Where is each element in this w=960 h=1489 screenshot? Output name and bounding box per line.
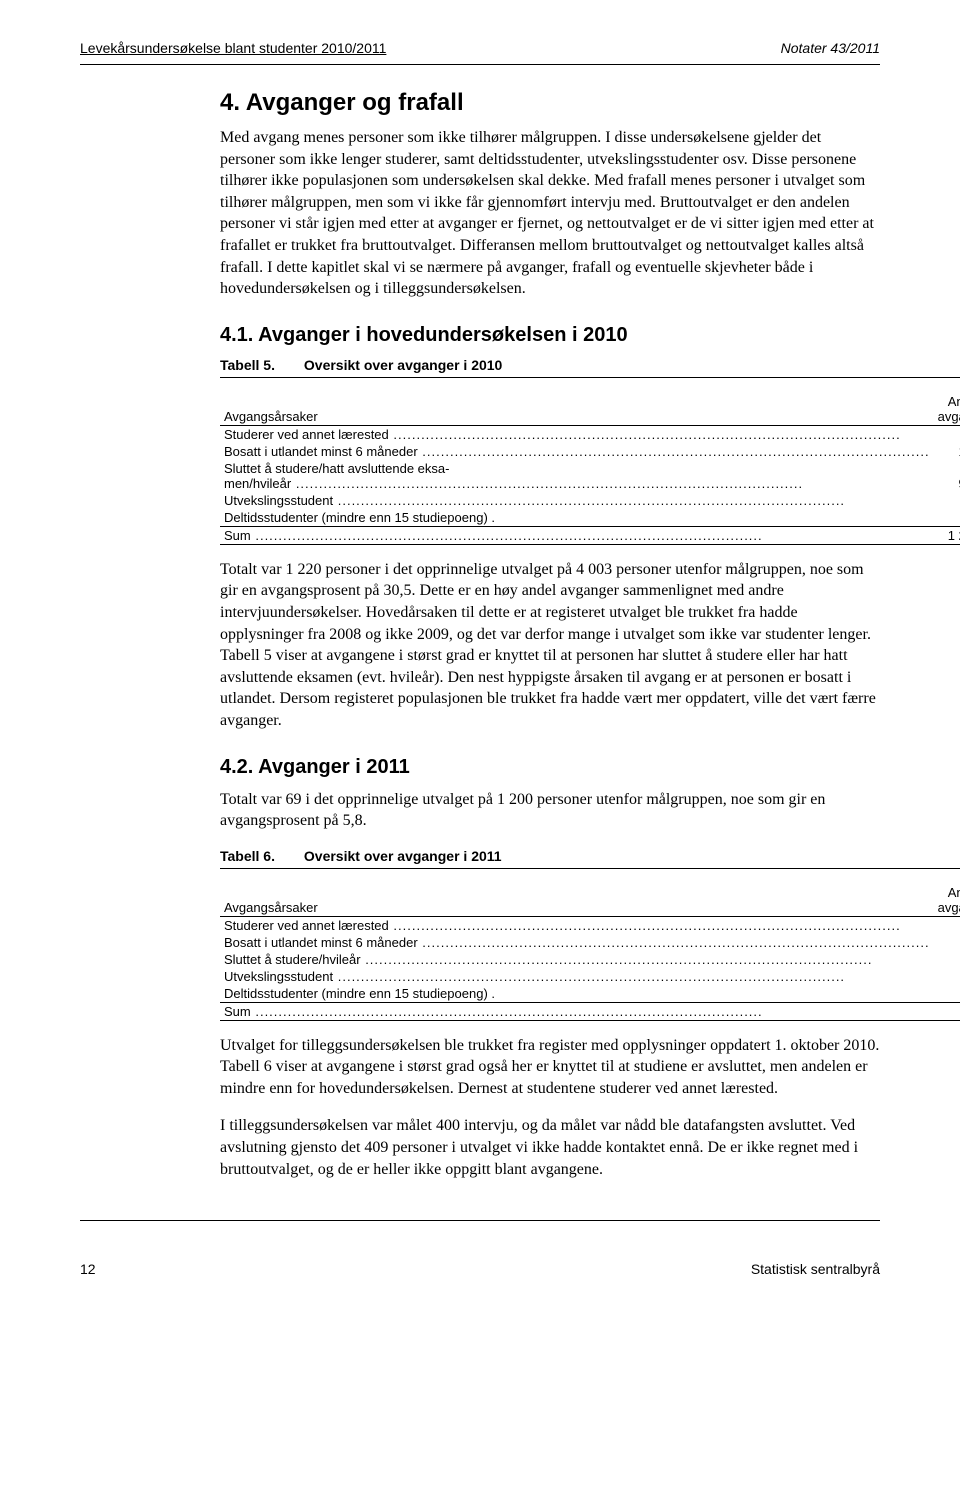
table-row: Sum691005,8	[220, 1002, 960, 1020]
table-col-2: Antall avgang	[934, 377, 960, 425]
publisher: Statistisk sentralbyrå	[751, 1261, 880, 1277]
section-4-2-para1: Utvalget for tilleggsundersøkelsen ble t…	[220, 1035, 880, 1100]
header-left: Levekårsundersøkelse blant studenter 201…	[80, 40, 386, 56]
table-row: Deltidsstudenter (mindre enn 15 studiepo…	[220, 985, 960, 1003]
page-header: Levekårsundersøkelse blant studenter 201…	[80, 40, 880, 56]
row-label: Studerer ved annet lærested	[220, 425, 934, 443]
row-label: Sluttet å studere/hatt avsluttende eksa-…	[220, 460, 934, 492]
table-row: Studerer ved annet lærested2333,31,9	[220, 916, 960, 934]
table-row: Bosatt i utlandet minst 6 måneder1018,32…	[220, 443, 960, 460]
section-4-1-para: Totalt var 1 220 personer i det opprinne…	[220, 559, 880, 732]
row-count: 954	[934, 460, 960, 492]
section-4-title: 4. Avganger og frafall	[220, 89, 880, 117]
row-count: 101	[934, 443, 960, 460]
row-count: 78	[934, 425, 960, 443]
row-label: Deltidsstudenter (mindre enn 15 studiepo…	[220, 985, 934, 1003]
section-4-2-para2: I tilleggsundersøkelsen var målet 400 in…	[220, 1115, 880, 1180]
page: Levekårsundersøkelse blant studenter 201…	[0, 0, 960, 1317]
table-header-row: Avgangsårsaker Antall avgang Prosentford…	[220, 377, 960, 425]
table-row: Deltidsstudenter (mindre enn 15 studiepo…	[220, 509, 960, 527]
table-row: Utvekslingsstudent00,00,0	[220, 968, 960, 985]
section-4-intro: Med avgang menes personer som ikke tilhø…	[220, 127, 880, 300]
row-label: Utvekslingsstudent	[220, 492, 934, 509]
table-5-title: Oversikt over avganger i 2010	[304, 357, 502, 373]
table-6-title: Oversikt over avganger i 2011	[304, 848, 502, 864]
row-label: Utvekslingsstudent	[220, 968, 934, 985]
footer-rule	[80, 1220, 880, 1221]
table-col-1: Avgangsårsaker	[220, 868, 934, 916]
table-5: Avgangsårsaker Antall avgang Prosentford…	[220, 377, 960, 545]
row-count: 74	[934, 509, 960, 527]
row-count: 0	[934, 968, 960, 985]
table-row: Studerer ved annet lærested786,41,9	[220, 425, 960, 443]
table-6: Avgangsårsaker Antall avgang Prosentford…	[220, 868, 960, 1021]
row-label: Deltidsstudenter (mindre enn 15 studiepo…	[220, 509, 934, 527]
table-header-row: Avgangsårsaker Antall avgang Prosentford…	[220, 868, 960, 916]
row-label: Bosatt i utlandet minst 6 måneder	[220, 934, 934, 951]
table-col-1: Avgangsårsaker	[220, 377, 934, 425]
row-count: 23	[934, 916, 960, 934]
row-label: Bosatt i utlandet minst 6 måneder	[220, 443, 934, 460]
page-number: 12	[80, 1261, 96, 1277]
table-row: Bosatt i utlandet minst 6 måneder34,30,3	[220, 934, 960, 951]
table-col-2: Antall avgang	[934, 868, 960, 916]
row-count: 69	[934, 1002, 960, 1020]
row-count: 4	[934, 985, 960, 1003]
header-rule	[80, 64, 880, 65]
row-count: 13	[934, 492, 960, 509]
table-row: Sluttet å studere/hatt avsluttende eksa-…	[220, 460, 960, 492]
table-6-number: Tabell 6.	[220, 848, 300, 864]
section-4-2-intro: Totalt var 69 i det opprinnelige utvalge…	[220, 789, 880, 832]
row-count: 39	[934, 951, 960, 968]
row-label: Studerer ved annet lærested	[220, 916, 934, 934]
row-count: 3	[934, 934, 960, 951]
section-4-2-title: 4.2. Avganger i 2011	[220, 756, 880, 779]
section-4-1-title: 4.1. Avganger i hovedundersøkelsen i 201…	[220, 324, 880, 347]
row-label: Sluttet å studere/hvileår	[220, 951, 934, 968]
row-label: Sum	[220, 526, 934, 544]
row-label: Sum	[220, 1002, 934, 1020]
table-6-caption: Tabell 6. Oversikt over avganger i 2011	[220, 848, 880, 864]
row-count: 1 220	[934, 526, 960, 544]
table-5-number: Tabell 5.	[220, 357, 300, 373]
table-row: Sum1 22010030,5	[220, 526, 960, 544]
content-area: 4. Avganger og frafall Med avgang menes …	[220, 89, 880, 1180]
table-row: Utvekslingsstudent131,10,3	[220, 492, 960, 509]
table-5-body: Studerer ved annet lærested786,41,9Bosat…	[220, 425, 960, 544]
table-row: Sluttet å studere/hvileår3956,53,3	[220, 951, 960, 968]
page-footer: 12 Statistisk sentralbyrå	[80, 1261, 880, 1277]
table-5-caption: Tabell 5. Oversikt over avganger i 2010	[220, 357, 880, 373]
header-right: Notater 43/2011	[781, 40, 880, 56]
table-6-body: Studerer ved annet lærested2333,31,9Bosa…	[220, 916, 960, 1020]
